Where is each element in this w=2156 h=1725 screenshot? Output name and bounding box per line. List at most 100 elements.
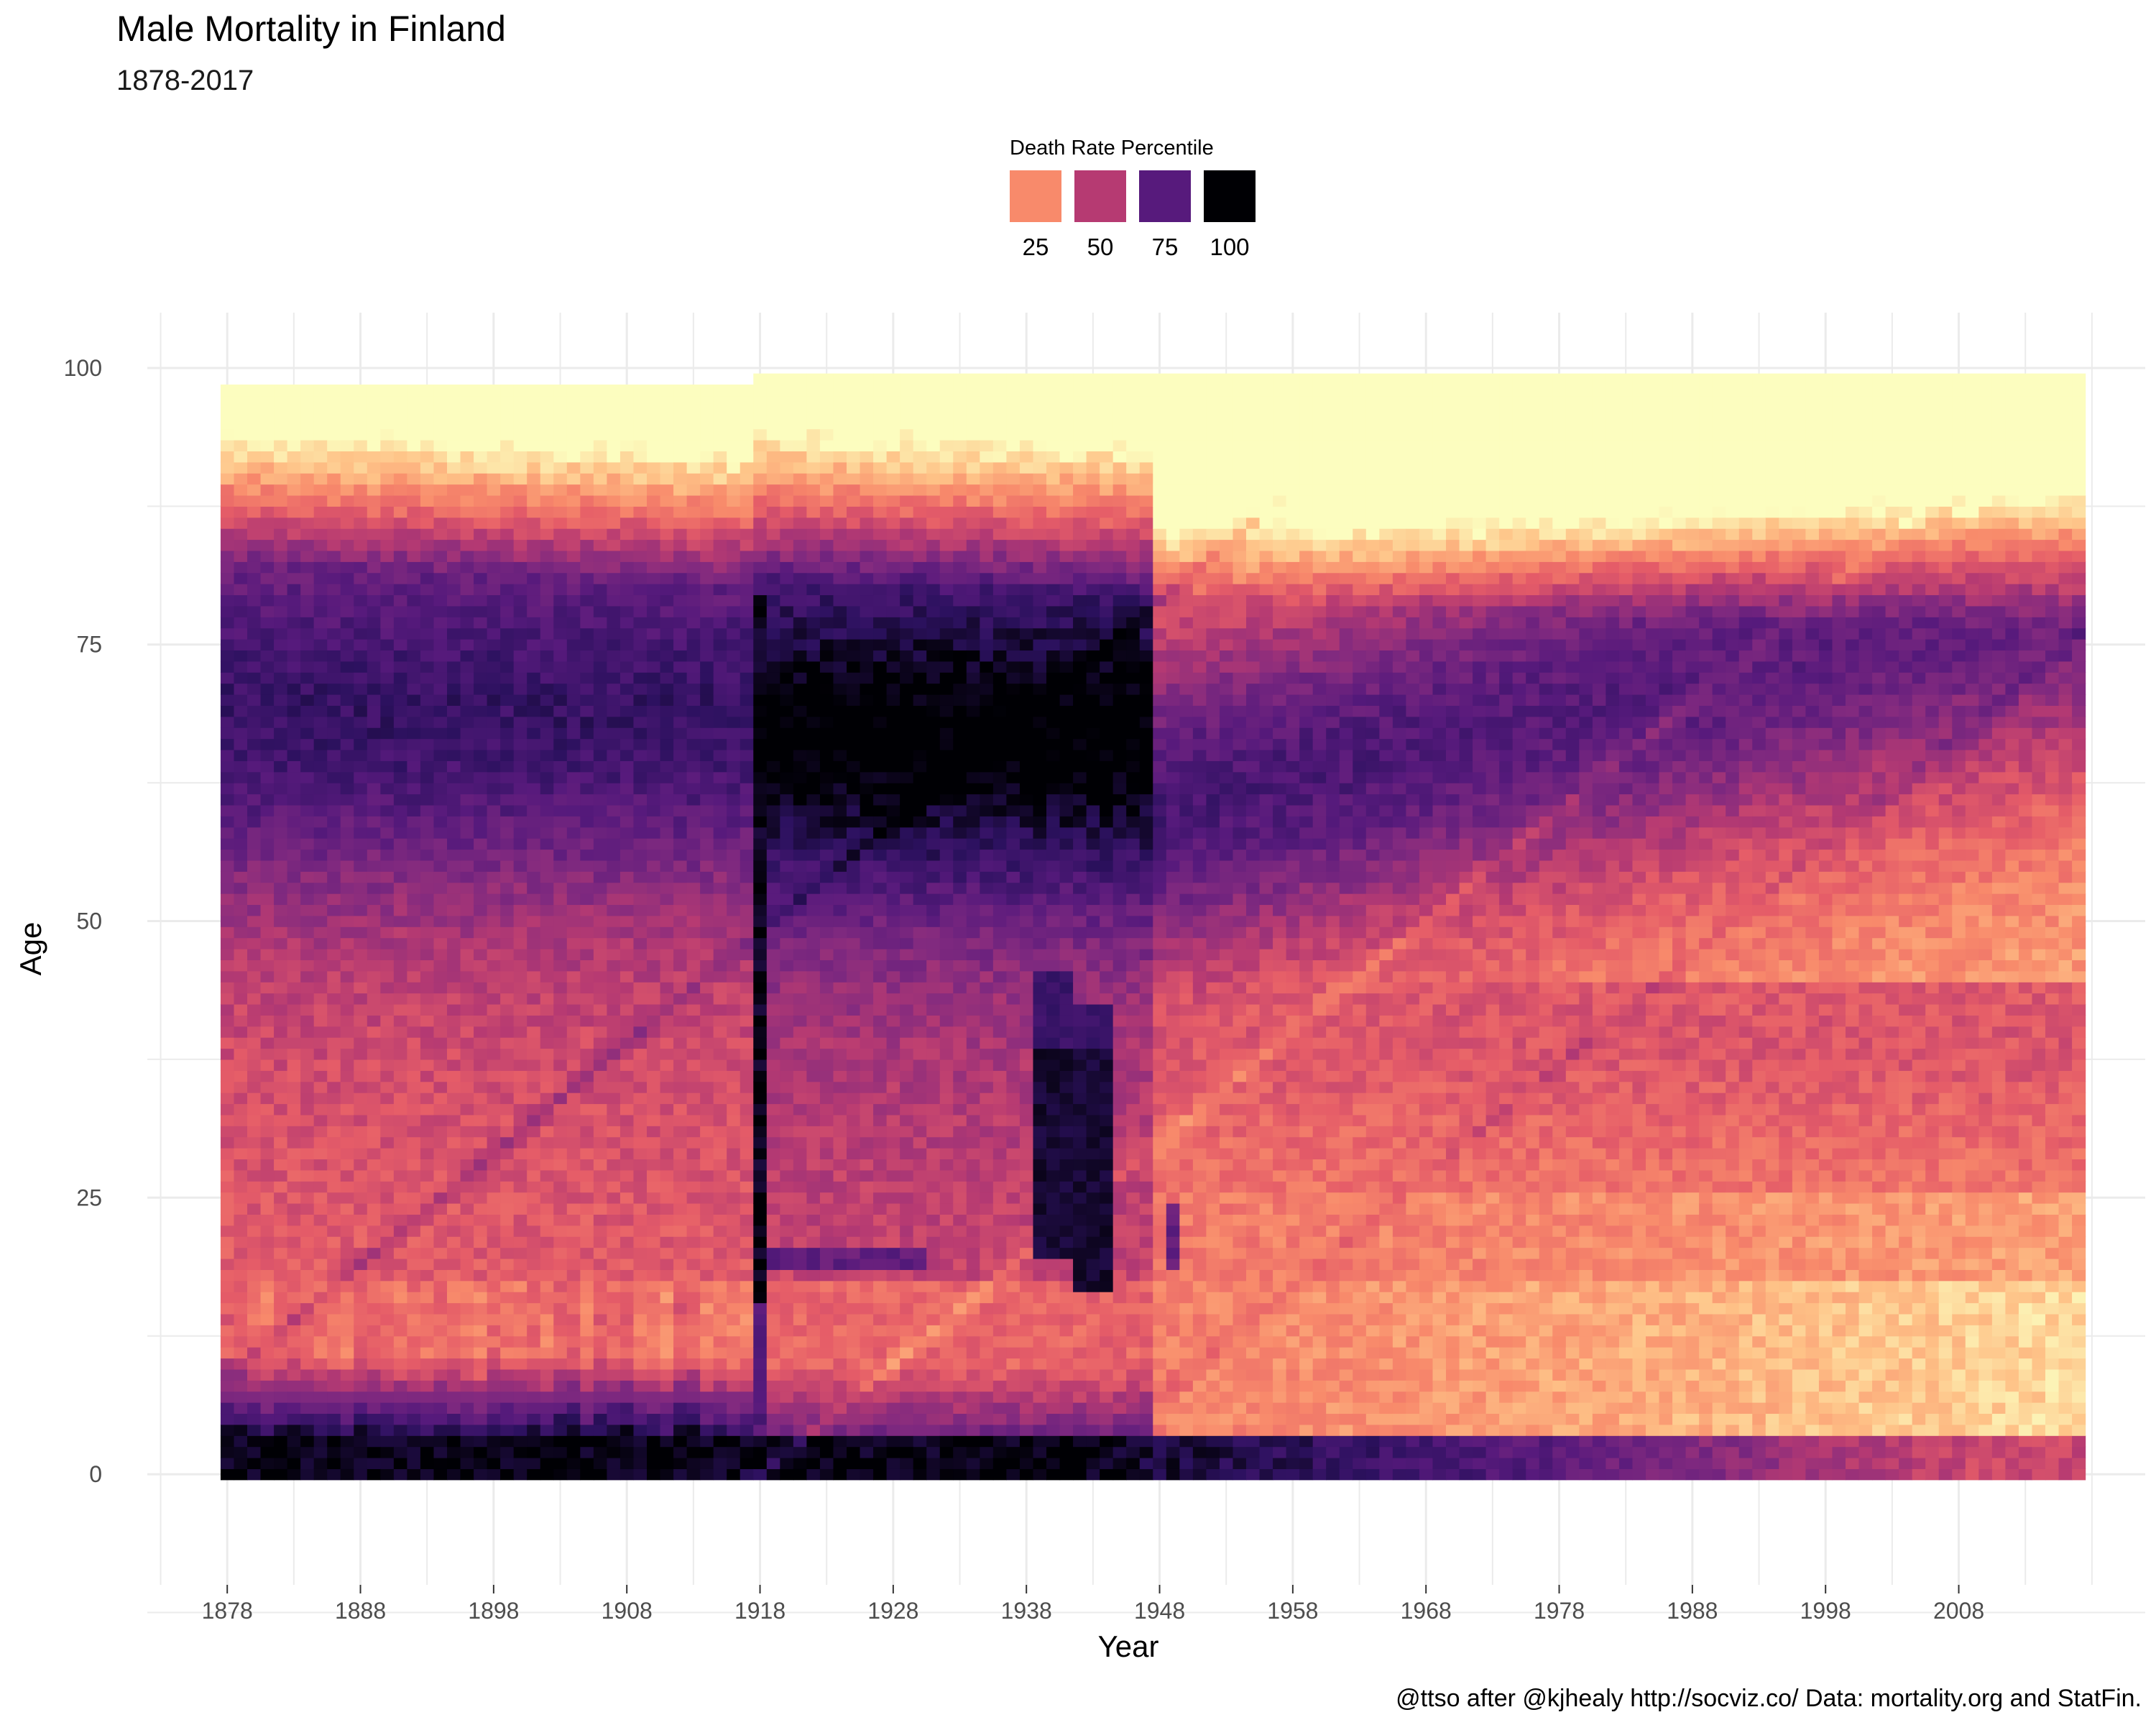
heatmap-cell — [527, 1280, 541, 1292]
heatmap-cell — [260, 1015, 275, 1027]
heatmap-cell — [220, 1280, 235, 1292]
heatmap-cell — [367, 1258, 381, 1270]
heatmap-cell — [220, 473, 235, 485]
heatmap-cell — [540, 1391, 554, 1403]
heatmap-cell — [740, 473, 754, 485]
heatmap-cell — [460, 1236, 474, 1248]
heatmap-cell — [580, 1059, 594, 1071]
heatmap-cell — [527, 1026, 541, 1038]
heatmap-cell — [407, 1424, 421, 1436]
heatmap-cell — [753, 451, 768, 463]
heatmap-cell — [873, 1181, 888, 1193]
heatmap-cell — [300, 1335, 315, 1348]
heatmap-cell — [713, 1059, 727, 1071]
heatmap-cell — [819, 594, 834, 607]
heatmap-cell — [660, 1424, 674, 1436]
heatmap-cell — [247, 1446, 262, 1458]
heatmap-cell — [527, 1092, 541, 1105]
heatmap-cell — [753, 1169, 768, 1182]
heatmap-cell — [566, 1114, 581, 1126]
heatmap-cell — [407, 1114, 421, 1126]
heatmap-cell — [847, 1402, 861, 1414]
heatmap-cell — [433, 1092, 448, 1105]
heatmap-cell — [487, 760, 501, 773]
heatmap-cell — [580, 705, 594, 717]
heatmap-cell — [740, 982, 754, 994]
heatmap-cell — [420, 1258, 435, 1270]
heatmap-cell — [487, 1192, 501, 1204]
heatmap-cell — [793, 650, 807, 662]
heatmap-cell — [860, 1169, 874, 1182]
heatmap-cell — [806, 915, 821, 927]
heatmap-cell — [847, 1413, 861, 1425]
heatmap-cell — [647, 406, 661, 418]
heatmap-cell — [460, 860, 474, 872]
heatmap-cell — [806, 749, 821, 761]
heatmap-cell — [274, 1169, 288, 1182]
heatmap-cell — [740, 949, 754, 960]
heatmap-cell — [527, 949, 541, 960]
heatmap-cell — [553, 783, 568, 795]
heatmap-cell — [287, 1335, 301, 1348]
heatmap-cell — [234, 1169, 248, 1182]
heatmap-cell — [780, 1026, 794, 1038]
heatmap-cell — [593, 1468, 607, 1481]
heatmap-cell — [780, 1325, 794, 1337]
heatmap-cell — [740, 1402, 754, 1414]
heatmap-cell — [500, 1159, 515, 1171]
heatmap-cell — [300, 1391, 315, 1403]
heatmap-cell — [433, 749, 448, 761]
heatmap-cell — [700, 461, 714, 474]
heatmap-cell — [553, 1103, 568, 1116]
heatmap-cell — [513, 1313, 528, 1325]
heatmap-cell — [327, 794, 341, 806]
heatmap-cell — [433, 716, 448, 728]
heatmap-cell — [460, 1292, 474, 1304]
heatmap-cell — [806, 1413, 821, 1425]
heatmap-cell — [247, 1203, 262, 1215]
heatmap-cell — [593, 1446, 607, 1458]
heatmap-cell — [847, 1026, 861, 1038]
heatmap-cell — [607, 783, 621, 795]
heatmap-cell — [433, 584, 448, 596]
heatmap-cell — [220, 572, 235, 584]
heatmap-cell — [740, 1048, 754, 1060]
heatmap-cell — [540, 617, 554, 629]
heatmap-cell — [433, 727, 448, 740]
heatmap-cell — [593, 385, 607, 397]
heatmap-cell — [833, 1037, 847, 1049]
heatmap-cell — [327, 694, 341, 706]
heatmap-cell — [474, 1070, 488, 1082]
heatmap-cell — [633, 949, 648, 960]
heatmap-cell — [833, 428, 847, 441]
heatmap-cell — [260, 1103, 275, 1116]
heatmap-cell — [780, 871, 794, 883]
heatmap-cell — [673, 617, 688, 629]
heatmap-cell — [766, 594, 780, 607]
heatmap-cell — [607, 550, 621, 562]
heatmap-cell — [847, 605, 861, 617]
heatmap-cell — [220, 849, 235, 861]
heatmap-cell — [847, 1081, 861, 1093]
heatmap-cell — [300, 871, 315, 883]
heatmap-cell — [673, 1136, 688, 1149]
heatmap-cell — [660, 1037, 674, 1049]
heatmap-cell — [327, 672, 341, 684]
heatmap-cell — [393, 385, 407, 397]
heatmap-cell — [766, 1114, 780, 1126]
heatmap-cell — [766, 1325, 780, 1337]
heatmap-cell — [287, 461, 301, 474]
heatmap-cell — [380, 506, 395, 518]
heatmap-cell — [433, 1214, 448, 1226]
heatmap-cell — [660, 1126, 674, 1138]
heatmap-cell — [274, 1458, 288, 1469]
heatmap-cell — [407, 451, 421, 463]
heatmap-cell — [873, 1468, 888, 1481]
heatmap-cell — [847, 982, 861, 994]
heatmap-cell — [393, 539, 407, 551]
heatmap-cell — [633, 1380, 648, 1392]
heatmap-cell — [833, 494, 847, 507]
heatmap-cell — [380, 473, 395, 485]
heatmap-cell — [833, 373, 847, 385]
heatmap-cell — [647, 949, 661, 960]
